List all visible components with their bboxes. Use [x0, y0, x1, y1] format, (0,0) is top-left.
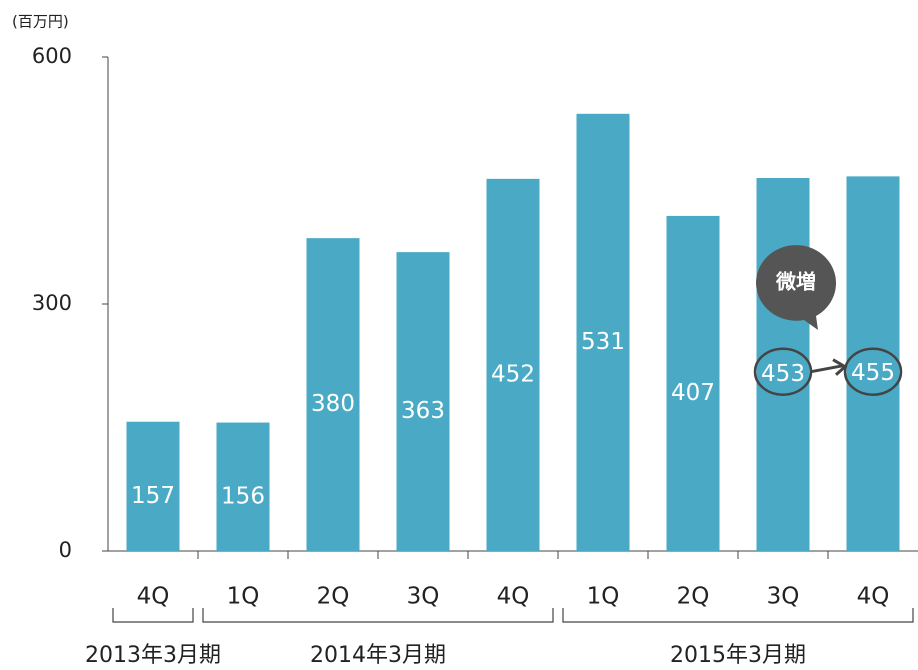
- value-label: 453: [761, 361, 805, 387]
- bar: [576, 113, 630, 551]
- x-tick-label: 2Q: [317, 584, 350, 610]
- highlight-circle: [843, 347, 903, 396]
- value-label: 452: [491, 361, 535, 387]
- bar: [396, 252, 450, 551]
- x-tick-label: 2Q: [677, 584, 710, 610]
- x-tick-label: 3Q: [407, 584, 440, 610]
- bubble: [756, 245, 836, 330]
- x-tick-label: 4Q: [857, 584, 890, 610]
- group-bracket: [112, 608, 194, 623]
- x-tick-label: 4Q: [137, 584, 170, 610]
- value-label: 156: [221, 483, 265, 509]
- bar: [126, 421, 180, 551]
- group-label: 2015年3月期: [670, 643, 806, 668]
- bar: [756, 178, 810, 551]
- annotation: 微増: [775, 270, 816, 294]
- group-label: 2014年3月期: [310, 643, 446, 668]
- unit-label: (百万円): [12, 13, 69, 31]
- group-bracket: [202, 608, 554, 623]
- group-bracket: [562, 608, 914, 623]
- x-tick-label: 4Q: [497, 584, 530, 610]
- bar: [666, 215, 720, 552]
- group-label: 2013年3月期: [85, 643, 221, 668]
- value-label: 380: [311, 391, 355, 417]
- value-label: 455: [851, 360, 895, 386]
- value-label: 157: [131, 483, 175, 509]
- bar: [306, 238, 360, 551]
- y-tick-label: 600: [32, 44, 72, 68]
- y-tick-label: 300: [32, 291, 72, 315]
- y-tick-label: 0: [59, 538, 72, 562]
- bar: [486, 178, 540, 551]
- bar: [846, 176, 900, 551]
- x-tick-label: 1Q: [587, 584, 620, 610]
- value-label: 363: [401, 398, 445, 424]
- bar: [216, 422, 270, 551]
- value-label: 407: [671, 380, 715, 406]
- x-tick-label: 1Q: [227, 584, 260, 610]
- arrow: [810, 358, 848, 376]
- x-tick-label: 3Q: [767, 584, 800, 610]
- value-label: 531: [581, 329, 625, 355]
